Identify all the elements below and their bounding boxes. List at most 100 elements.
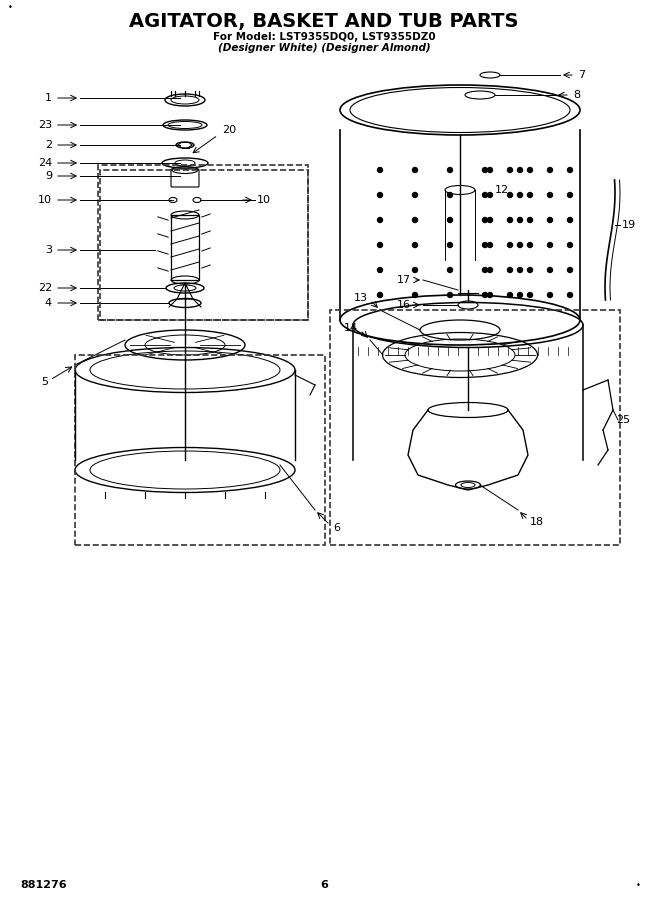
Text: 6: 6 — [320, 880, 328, 890]
Text: 16: 16 — [397, 300, 411, 310]
Circle shape — [378, 167, 382, 173]
Circle shape — [518, 193, 522, 197]
Circle shape — [413, 218, 417, 222]
Text: 18: 18 — [530, 517, 544, 527]
Circle shape — [413, 267, 417, 273]
Text: For Model: LST9355DQ0, LST9355DZ0: For Model: LST9355DQ0, LST9355DZ0 — [213, 32, 435, 42]
Text: •: • — [8, 3, 13, 12]
Text: AGITATOR, BASKET AND TUB PARTS: AGITATOR, BASKET AND TUB PARTS — [129, 13, 519, 32]
Circle shape — [548, 193, 553, 197]
Circle shape — [487, 292, 492, 298]
Circle shape — [518, 167, 522, 173]
Circle shape — [448, 292, 452, 298]
Text: 20: 20 — [222, 125, 236, 135]
Text: 881276: 881276 — [20, 880, 67, 890]
Circle shape — [527, 267, 533, 273]
Circle shape — [507, 193, 513, 197]
Bar — [75, 355, 325, 545]
FancyArrowPatch shape — [202, 214, 211, 217]
Circle shape — [413, 242, 417, 248]
Text: 23: 23 — [38, 120, 52, 130]
Circle shape — [378, 193, 382, 197]
FancyArrowPatch shape — [202, 265, 211, 268]
Circle shape — [568, 267, 572, 273]
Circle shape — [448, 193, 452, 197]
Circle shape — [527, 167, 533, 173]
Text: 6: 6 — [333, 523, 340, 533]
Text: (Designer White) (Designer Almond): (Designer White) (Designer Almond) — [218, 43, 430, 53]
Text: 10: 10 — [38, 195, 52, 205]
Circle shape — [548, 218, 553, 222]
Circle shape — [518, 267, 522, 273]
Circle shape — [507, 218, 513, 222]
FancyArrowPatch shape — [157, 234, 168, 238]
Circle shape — [483, 193, 487, 197]
Circle shape — [568, 218, 572, 222]
Circle shape — [378, 292, 382, 298]
Circle shape — [378, 267, 382, 273]
Text: •: • — [636, 881, 641, 890]
FancyArrowPatch shape — [157, 251, 168, 254]
Circle shape — [413, 193, 417, 197]
Circle shape — [413, 292, 417, 298]
Text: 13: 13 — [354, 293, 368, 303]
Circle shape — [483, 242, 487, 248]
Circle shape — [507, 242, 513, 248]
FancyArrowPatch shape — [157, 268, 168, 271]
Circle shape — [448, 218, 452, 222]
Text: 2: 2 — [45, 140, 52, 150]
Text: 9: 9 — [45, 171, 52, 181]
Circle shape — [487, 267, 492, 273]
Text: 8: 8 — [573, 90, 580, 100]
FancyArrowPatch shape — [202, 231, 211, 234]
Circle shape — [518, 242, 522, 248]
Bar — [171, 215, 199, 280]
Bar — [330, 310, 620, 545]
Circle shape — [527, 292, 533, 298]
Text: 5: 5 — [41, 377, 48, 387]
Circle shape — [527, 218, 533, 222]
Circle shape — [483, 267, 487, 273]
Text: 12: 12 — [495, 185, 509, 195]
Circle shape — [548, 167, 553, 173]
Circle shape — [487, 167, 492, 173]
Text: 25: 25 — [616, 415, 630, 425]
Circle shape — [527, 242, 533, 248]
Text: 3: 3 — [45, 245, 52, 255]
Circle shape — [518, 218, 522, 222]
Circle shape — [568, 292, 572, 298]
Circle shape — [378, 218, 382, 222]
Circle shape — [413, 167, 417, 173]
Bar — [98, 165, 308, 320]
Circle shape — [568, 167, 572, 173]
Circle shape — [487, 242, 492, 248]
Circle shape — [507, 167, 513, 173]
Text: 17: 17 — [397, 275, 411, 285]
Circle shape — [507, 267, 513, 273]
Circle shape — [507, 292, 513, 298]
Circle shape — [378, 242, 382, 248]
Circle shape — [483, 167, 487, 173]
Circle shape — [483, 218, 487, 222]
Text: 4: 4 — [45, 298, 52, 308]
Circle shape — [487, 218, 492, 222]
Text: 10: 10 — [257, 195, 271, 205]
FancyArrowPatch shape — [202, 248, 211, 251]
Text: 24: 24 — [38, 158, 52, 168]
Circle shape — [548, 292, 553, 298]
Circle shape — [548, 242, 553, 248]
Circle shape — [568, 242, 572, 248]
Circle shape — [568, 193, 572, 197]
Text: 1: 1 — [45, 93, 52, 103]
Circle shape — [448, 167, 452, 173]
Text: 19: 19 — [622, 220, 636, 230]
FancyArrowPatch shape — [157, 217, 168, 220]
Circle shape — [448, 242, 452, 248]
Text: 14: 14 — [344, 323, 358, 333]
Circle shape — [483, 292, 487, 298]
Circle shape — [548, 267, 553, 273]
Circle shape — [448, 267, 452, 273]
Circle shape — [487, 193, 492, 197]
Bar — [100, 170, 308, 320]
Text: 22: 22 — [38, 283, 52, 293]
